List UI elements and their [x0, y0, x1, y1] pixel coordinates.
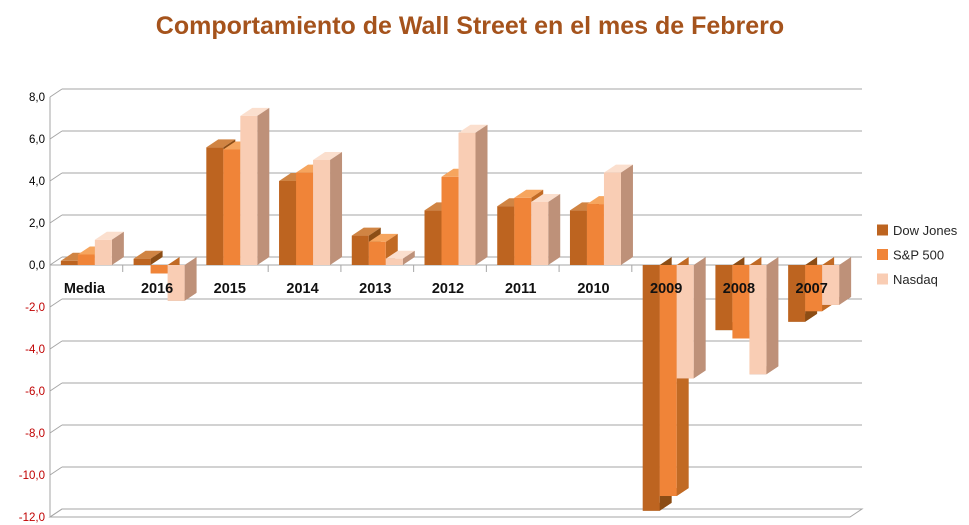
bar-nasdaq-2011-top — [531, 194, 561, 202]
bar-nasdaq-media-side — [111, 231, 124, 265]
bar-nasdaq-media — [94, 239, 112, 265]
bar-s-p-500-2010 — [586, 204, 604, 265]
bar-s-p-500-2016 — [150, 265, 168, 274]
bar-nasdaq-2007-side — [839, 257, 852, 305]
bar-nasdaq-2007 — [822, 265, 840, 305]
gridline-foot — [49, 340, 63, 350]
bar-s-p-500-media — [77, 254, 95, 265]
bar-nasdaq-2016-side — [184, 257, 197, 301]
gridline-foot — [49, 256, 63, 266]
bar-s-p-500-2013-top — [368, 233, 398, 242]
bar-nasdaq-2008-side — [766, 257, 779, 375]
chart-title: Comportamiento de Wall Street en el mes … — [155, 12, 785, 40]
bar-nasdaq-2011-side — [548, 194, 561, 265]
ytick-label: 0,0 — [29, 260, 45, 272]
bar-s-p-500-2009 — [659, 265, 677, 496]
category-label-2009: 2009 — [650, 281, 682, 297]
category-label-2012: 2012 — [432, 281, 464, 297]
legend-swatch-3 — [877, 273, 888, 285]
bar-s-p-500-2008 — [732, 265, 750, 339]
bar-s-p-500-2007 — [805, 265, 823, 312]
bar-dow-jones-2013 — [351, 235, 369, 265]
bar-s-p-500-2011-top — [514, 189, 544, 198]
category-label-2007: 2007 — [796, 281, 828, 297]
category-label-2015: 2015 — [214, 281, 246, 297]
bar-dow-jones-2015-top — [206, 139, 236, 148]
bar-dow-jones-2014 — [279, 181, 297, 265]
ytick-label: -2,0 — [25, 302, 45, 314]
ytick-label: 8,0 — [29, 92, 45, 104]
category-label-media: Media — [64, 281, 106, 297]
gridline-foot — [49, 424, 63, 434]
bar-dow-jones-2008 — [715, 265, 733, 331]
category-label-2010: 2010 — [577, 281, 609, 297]
legend-label-3: Nasdaq — [893, 272, 938, 287]
bar-nasdaq-2010-side — [620, 164, 633, 265]
category-label-2011: 2011 — [505, 281, 536, 297]
bar-dow-jones-media — [60, 260, 78, 265]
bar-nasdaq-2014-side — [330, 152, 343, 265]
legend-label-1: Dow Jones — [893, 223, 958, 238]
legend-swatch-2 — [877, 249, 888, 260]
gridline-foot — [49, 382, 63, 392]
category-label-2016: 2016 — [141, 281, 173, 297]
bar-dow-jones-2010 — [569, 210, 587, 265]
bar-nasdaq-2012-side — [475, 124, 488, 265]
ytick-label: -8,0 — [25, 428, 45, 440]
ytick-label: 4,0 — [29, 176, 45, 188]
bar-nasdaq-2012-top — [458, 124, 488, 133]
ytick-label: -10,0 — [19, 470, 45, 482]
legend-swatch-1 — [877, 224, 888, 236]
bar-nasdaq-2015-side — [257, 107, 270, 266]
bar-dow-jones-2013-top — [351, 227, 381, 236]
bar-s-p-500-2013 — [368, 241, 386, 265]
legend-label-2: S&P 500 — [893, 248, 944, 263]
bar-nasdaq-2008 — [749, 265, 767, 375]
gridline-foot — [49, 214, 63, 224]
gridline-foot — [49, 130, 63, 140]
bar-nasdaq-2013-top — [385, 250, 415, 259]
floor — [48, 508, 864, 518]
bar-nasdaq-2010 — [603, 172, 621, 265]
bar-s-p-500-2015 — [223, 149, 241, 265]
bar-nasdaq-2016 — [167, 265, 185, 301]
ytick-label: -12,0 — [19, 512, 45, 524]
gridline-foot — [49, 466, 63, 476]
bar-dow-jones-2016 — [133, 258, 151, 265]
bar-s-p-500-2012 — [441, 176, 459, 265]
bar-nasdaq-2009 — [676, 265, 694, 379]
bar-dow-jones-2009 — [642, 265, 660, 511]
bar-dow-jones-2011 — [497, 206, 515, 265]
gridline-foot — [49, 298, 63, 308]
bar-dow-jones-2016-side — [150, 250, 163, 265]
bar-nasdaq-2014-top — [313, 152, 343, 160]
bar-dow-jones-2007 — [788, 265, 806, 322]
bar-nasdaq-2011 — [531, 202, 549, 265]
bar-nasdaq-2012 — [458, 132, 476, 265]
bar-dow-jones-2012 — [424, 210, 442, 265]
category-label-2008: 2008 — [723, 281, 755, 297]
category-label-2014: 2014 — [286, 281, 318, 297]
ytick-label: -6,0 — [25, 386, 45, 398]
bar-nasdaq-2014 — [313, 160, 331, 265]
bar-nasdaq-2009-side — [693, 257, 706, 379]
ytick-label: -4,0 — [25, 344, 45, 356]
bar-dow-jones-2015 — [206, 147, 224, 265]
bar-s-p-500-2011 — [514, 197, 532, 265]
bar-nasdaq-2013 — [385, 258, 403, 265]
ytick-label: 6,0 — [29, 134, 45, 146]
category-label-2013: 2013 — [359, 281, 391, 297]
bar-nasdaq-2010-top — [603, 164, 633, 173]
bar-nasdaq-2013-side — [402, 250, 415, 265]
bar-nasdaq-2015-top — [240, 107, 270, 116]
bar-nasdaq-media-top — [94, 231, 124, 240]
bar-dow-jones-2016-top — [133, 250, 163, 259]
gridline-foot — [49, 88, 63, 98]
gridline-foot — [49, 172, 63, 182]
bar-nasdaq-2015 — [240, 115, 258, 266]
ytick-label: 2,0 — [29, 218, 45, 230]
bar-s-p-500-2014 — [296, 172, 314, 265]
